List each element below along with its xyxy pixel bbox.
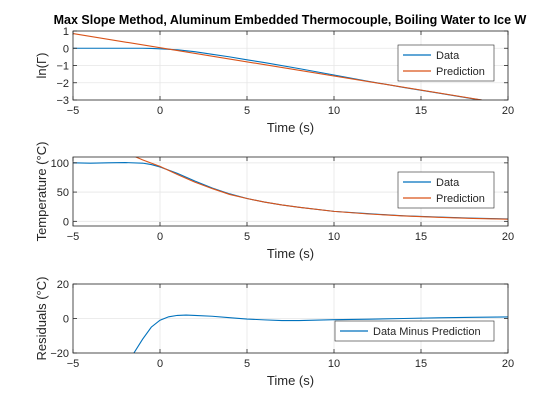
legend-box (397, 44, 495, 82)
y-tick-label: 0 (63, 43, 69, 55)
legend: Data Prediction (397, 171, 495, 209)
x-tick-label: 10 (328, 105, 340, 117)
subplot-3: −5 0 5 10 15 20 −20 0 20 Time (s) Residuals (°C) Da… (34, 277, 514, 388)
x-tick-label: −5 (67, 358, 80, 370)
x-axis-label: Time (s) (267, 120, 314, 135)
x-tick-label: 0 (157, 358, 163, 370)
legend-box (334, 320, 495, 342)
axes-frame (72, 156, 509, 227)
x-tick-label: 15 (415, 231, 427, 243)
y-tick-label: 20 (57, 279, 69, 291)
y-axis-label: ln(Γ) (34, 53, 49, 79)
legend-box (397, 171, 495, 209)
y-tick-label: −3 (56, 95, 69, 107)
series-line-1 (133, 314, 508, 353)
x-tick-label: −5 (67, 231, 80, 243)
x-axis-label: Time (s) (267, 373, 314, 388)
legend-entry: Data (436, 177, 460, 189)
y-tick-label: −20 (50, 348, 69, 360)
x-tick-label: 10 (328, 231, 340, 243)
x-tick-label: 20 (502, 105, 514, 117)
subplot-1: −5 0 5 10 15 20 −3 −2 −1 0 1 Time (s) ln(Γ) Data Predi… (34, 26, 514, 135)
legend-entry: Data (436, 50, 460, 62)
series-line-2 (134, 157, 508, 220)
x-tick-label: 5 (244, 105, 250, 117)
x-tick-label: 20 (502, 231, 514, 243)
y-tick-label: 0 (63, 216, 69, 228)
subplot-2: −5 0 5 10 15 20 0 50 100 Time (s) Temperature (°C)… (34, 142, 514, 261)
y-axis-label: Temperature (°C) (34, 142, 49, 242)
legend-entry: Data Minus Prediction (373, 326, 481, 338)
y-tick-label: 0 (63, 314, 69, 326)
x-tick-label: 10 (328, 358, 340, 370)
legend: Data Minus Prediction (334, 320, 495, 342)
y-tick-label: −2 (56, 78, 69, 90)
x-tick-label: 0 (157, 231, 163, 243)
y-tick-label: −1 (56, 61, 69, 73)
y-axis-label: Residuals (°C) (34, 277, 49, 361)
x-tick-label: 20 (502, 358, 514, 370)
series-line-2 (73, 33, 482, 100)
y-tick-label: 1 (63, 26, 69, 38)
y-tick-label: 50 (57, 187, 69, 199)
x-tick-label: 5 (244, 358, 250, 370)
legend: Data Prediction (397, 44, 495, 82)
x-tick-label: 15 (415, 358, 427, 370)
x-tick-label: 5 (244, 231, 250, 243)
legend-entry: Prediction (436, 66, 485, 78)
figure-title: Max Slope Method, Aluminum Embedded Ther… (54, 13, 527, 27)
x-tick-label: 15 (415, 105, 427, 117)
x-tick-label: 0 (157, 105, 163, 117)
x-tick-label: −5 (67, 105, 80, 117)
legend-entry: Prediction (436, 193, 485, 205)
y-tick-label: 100 (51, 158, 69, 170)
x-axis-label: Time (s) (267, 246, 314, 261)
